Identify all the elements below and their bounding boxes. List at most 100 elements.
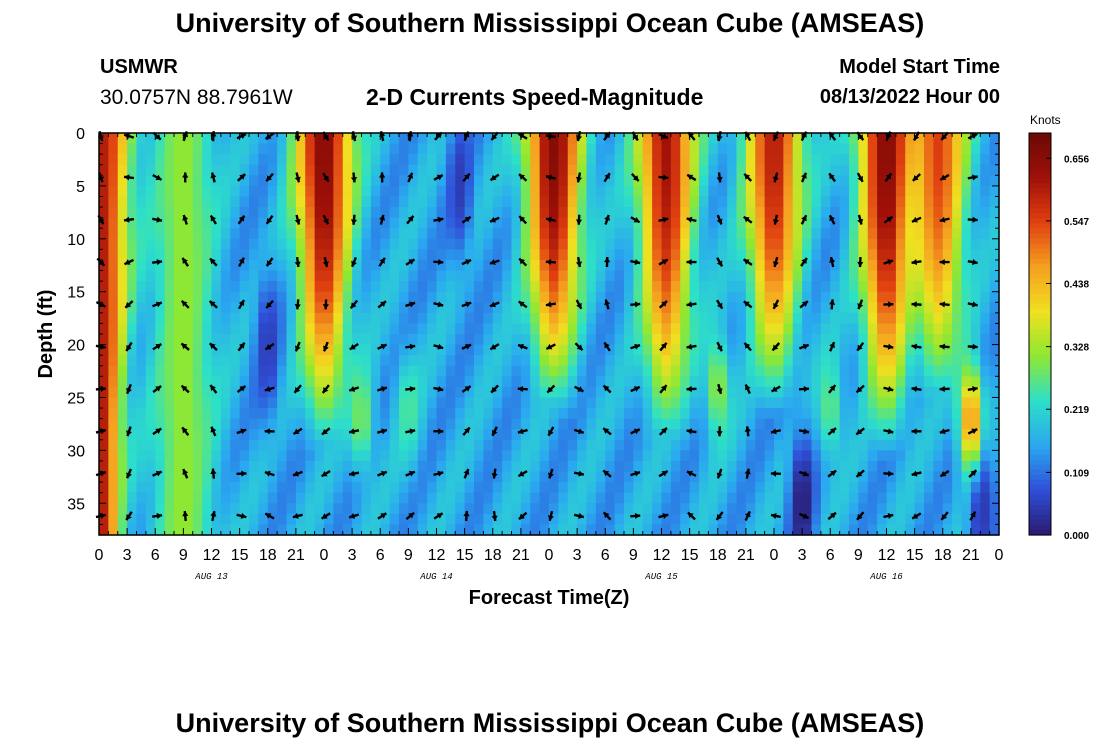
- current-arrow: [856, 341, 865, 352]
- heatmap-cell: [989, 524, 1000, 536]
- heatmap-cell: [652, 408, 663, 420]
- heatmap-cell: [117, 429, 128, 441]
- heatmap-cell: [464, 175, 475, 187]
- heatmap-cell: [502, 408, 513, 420]
- heatmap-cell: [230, 238, 241, 250]
- heatmap-cell: [549, 418, 559, 430]
- heatmap-cell: [352, 185, 363, 198]
- current-arrow: [265, 214, 274, 225]
- heatmap-cell: [483, 217, 494, 229]
- heatmap-cell: [202, 429, 213, 441]
- heatmap-cell: [389, 154, 400, 166]
- heatmap-cell: [830, 386, 841, 399]
- heatmap-cell: [483, 344, 494, 356]
- colorbar-segment: [1029, 273, 1051, 280]
- heatmap-cell: [136, 133, 147, 145]
- heatmap-cell: [174, 143, 184, 155]
- heatmap-cell: [239, 281, 250, 293]
- heatmap-cell: [652, 270, 663, 282]
- heatmap-cell: [680, 207, 691, 219]
- colorbar-segment: [1029, 504, 1051, 511]
- heatmap-cell: [727, 323, 738, 335]
- heatmap-cell: [699, 503, 709, 515]
- heatmap-cell: [755, 143, 766, 155]
- heatmap-cell: [108, 482, 119, 494]
- heatmap-cell: [670, 133, 681, 145]
- heatmap-cell: [567, 482, 578, 494]
- heatmap-cell: [239, 217, 250, 229]
- heatmap-cell: [445, 238, 456, 250]
- heatmap-cell: [764, 365, 775, 377]
- heatmap-cell: [661, 164, 672, 176]
- heatmap-cell: [914, 196, 925, 208]
- heatmap-cell: [127, 386, 138, 399]
- heatmap-cell: [764, 355, 775, 367]
- heatmap-cell: [352, 429, 363, 441]
- heatmap-cell: [455, 386, 466, 399]
- heatmap-cell: [802, 503, 813, 515]
- heatmap-cell: [605, 439, 616, 451]
- heatmap-cell: [305, 450, 316, 462]
- heatmap-cell: [802, 471, 813, 483]
- heatmap-cell: [324, 397, 334, 409]
- heatmap-cell: [277, 334, 288, 346]
- heatmap-cell: [277, 344, 288, 356]
- heatmap-cell: [708, 164, 719, 176]
- heatmap-cell: [811, 365, 822, 377]
- heatmap-cell: [474, 323, 484, 335]
- heatmap-cell: [399, 397, 409, 409]
- heatmap-cell: [764, 217, 775, 229]
- y-tick-label: 0: [76, 126, 85, 143]
- heatmap-cell: [474, 164, 484, 176]
- heatmap-cell: [980, 281, 991, 293]
- heatmap-cell: [699, 365, 709, 377]
- heatmap-cell: [192, 418, 203, 430]
- heatmap-cell: [877, 450, 888, 462]
- heatmap-cell: [567, 249, 578, 261]
- heatmap-cell: [811, 185, 822, 198]
- current-arrow: [209, 384, 218, 394]
- heatmap-cell: [342, 175, 353, 187]
- heatmap-cell: [586, 249, 597, 261]
- current-arrow: [857, 257, 864, 268]
- heatmap-cell: [117, 291, 128, 303]
- current-arrow: [742, 258, 753, 266]
- heatmap-cell: [605, 133, 616, 145]
- heatmap-cell: [436, 397, 447, 409]
- heatmap-cell: [333, 217, 344, 229]
- heatmap-cell: [539, 344, 550, 356]
- heatmap-cell: [108, 133, 119, 145]
- heatmap-cell: [314, 185, 325, 198]
- heatmap-cell: [464, 238, 475, 250]
- heatmap-cell: [942, 503, 953, 515]
- heatmap-cell: [830, 365, 841, 377]
- heatmap-cell: [577, 355, 588, 367]
- heatmap-cell: [802, 513, 813, 526]
- heatmap-cell: [220, 524, 231, 536]
- heatmap-cell: [802, 270, 813, 282]
- heatmap-cell: [820, 133, 831, 145]
- heatmap-cell: [483, 164, 494, 176]
- heatmap-cell: [361, 143, 372, 155]
- heatmap-cell: [324, 185, 334, 198]
- heatmap-cell: [642, 429, 653, 441]
- heatmap-cell: [849, 228, 859, 240]
- heatmap-cell: [727, 355, 738, 367]
- heatmap-cell: [802, 323, 813, 335]
- heatmap-cell: [361, 450, 372, 462]
- heatmap-cell: [895, 408, 906, 420]
- heatmap-cell: [689, 429, 700, 441]
- heatmap-cell: [924, 175, 934, 187]
- heatmap-cell: [370, 334, 381, 346]
- heatmap-cell: [952, 175, 963, 187]
- heatmap-cell: [567, 207, 578, 219]
- heatmap-cell: [352, 281, 363, 293]
- heatmap-cell: [145, 228, 156, 240]
- heatmap-cell: [745, 228, 756, 240]
- heatmap-cell: [877, 312, 888, 325]
- heatmap-cell: [305, 471, 316, 483]
- heatmap-cell: [549, 344, 559, 356]
- y-tick-label: 35: [67, 496, 85, 513]
- heatmap-cell: [567, 450, 578, 462]
- heatmap-cell: [164, 450, 175, 462]
